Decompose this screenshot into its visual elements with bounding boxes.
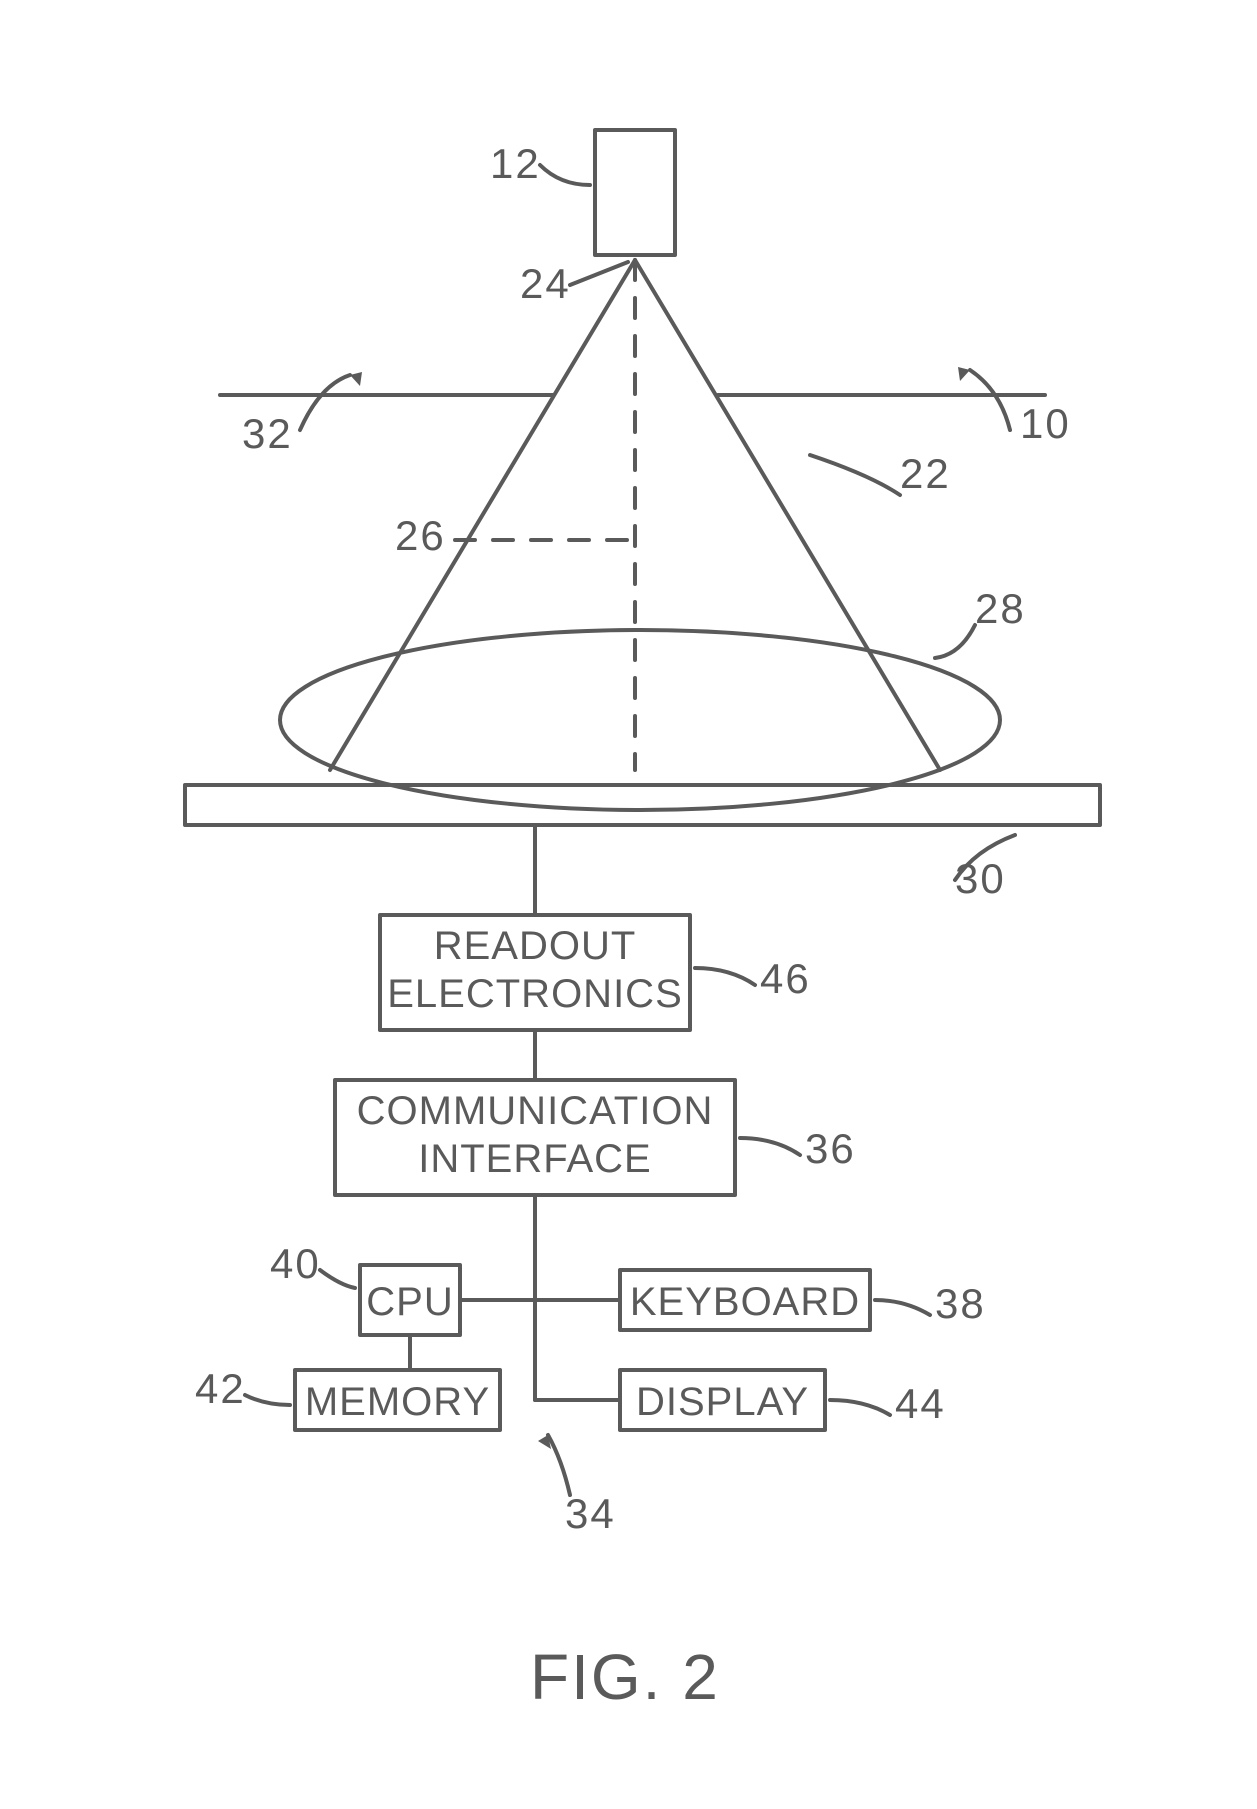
memory-label: MEMORY [295,1378,500,1426]
ref-30: 30 [955,855,1006,903]
cone-right-line [635,260,940,770]
ref-38: 38 [935,1280,986,1328]
ref-22: 22 [900,450,951,498]
ref-44: 44 [895,1380,946,1428]
ref-12: 12 [490,140,541,188]
leader-10 [970,370,1010,430]
leader-38 [875,1300,930,1315]
leader-28 [935,625,975,658]
arrow-10 [958,367,970,381]
leader-32 [300,375,350,430]
leader-22 [810,455,900,495]
leader-44 [830,1400,890,1415]
leader-40 [320,1270,355,1288]
leader-46 [695,968,755,985]
leader-34 [548,1435,570,1495]
keyboard-label: KEYBOARD [620,1278,870,1326]
ref-10: 10 [1020,400,1071,448]
ref-36: 36 [805,1125,856,1173]
leader-42 [245,1395,290,1405]
figure-label: FIG. 2 [530,1640,720,1714]
detector-rect [185,785,1100,825]
cpu-label: CPU [360,1278,460,1326]
source-box [595,130,675,255]
leader-12 [540,165,590,185]
ref-24: 24 [520,260,571,308]
comm-label: COMMUNICATION INTERFACE [335,1087,735,1183]
diagram-canvas [0,0,1257,1809]
ref-28: 28 [975,585,1026,633]
ref-40: 40 [270,1240,321,1288]
arrow-32 [350,372,362,386]
cone-left-line [330,260,635,770]
ref-46: 46 [760,955,811,1003]
readout-label: READOUT ELECTRONICS [380,922,690,1018]
ref-26: 26 [395,512,446,560]
ref-34: 34 [565,1490,616,1538]
display-label: DISPLAY [620,1378,825,1426]
leader-24 [570,262,628,285]
leader-36 [740,1138,800,1155]
ref-42: 42 [195,1365,246,1413]
ref-32: 32 [242,410,293,458]
